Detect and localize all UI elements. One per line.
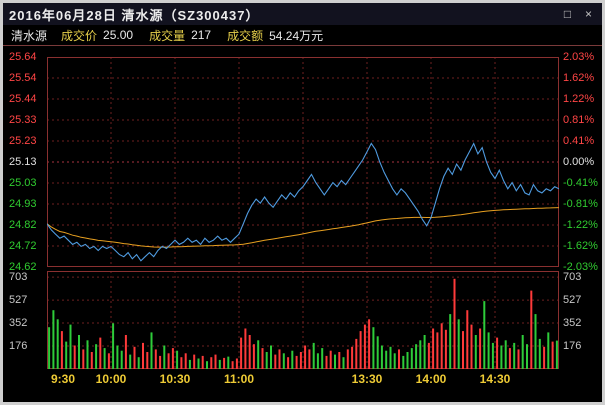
volume-axis-label: 352 [563,317,582,329]
trade-amount-value: 54.24万元 [269,28,324,43]
price-line [47,142,559,262]
volume-axis-label: 527 [563,294,582,307]
price-chart [47,57,559,267]
time-label: 10:00 [95,372,127,386]
price-axis-label: 25.54 [9,72,37,84]
price-axis-label: 25.33 [9,114,37,126]
volume-chart-panel [47,271,559,369]
volume-axis-label: 703 [9,271,28,284]
volume-chart [47,271,559,369]
percent-axis-label: -0.81% [563,198,598,210]
volume-axis-label: 527 [9,294,28,307]
percent-axis-label: -0.41% [563,177,598,189]
percent-axis-label: -2.03% [563,261,598,273]
percent-axis-label: 0.41% [563,135,595,147]
time-label: 13:30 [351,372,383,386]
trade-price-value: 25.00 [103,28,134,42]
time-label: 14:00 [415,372,447,386]
maximize-icon[interactable]: □ [563,6,572,21]
stock-name: 清水源 [11,28,48,43]
trade-volume-value: 217 [191,28,212,42]
percent-axis-label: 0.81% [563,114,595,126]
price-axis-label: 25.64 [9,51,37,63]
volume-axis-label: 703 [563,271,582,284]
trade-volume-label: 成交量 [149,28,186,43]
title-bar: 2016年06月28日 清水源（SZ300437） □ × [3,3,602,25]
volume-axis-label: 176 [9,340,28,352]
window-title: 2016年06月28日 清水源（SZ300437） [9,7,260,23]
percent-axis-label: -1.62% [563,240,598,252]
price-axis-label: 24.72 [9,240,37,252]
percent-axis-label: -1.22% [563,219,598,231]
price-axis-label: 24.82 [9,219,37,231]
volume-bars [48,278,558,369]
price-axis-label: 24.62 [9,261,37,273]
trade-price-label: 成交价 [61,28,98,43]
trade-amount-label: 成交额 [227,28,264,43]
volume-axis-label: 352 [9,317,28,329]
info-bar: 清水源 成交价 25.00 成交量 217 成交额 54.24万元 [3,25,602,46]
volume-axis-label: 176 [563,340,582,352]
time-label: 10:30 [159,372,191,386]
percent-axis-label: 1.62% [563,72,595,84]
time-label: 9:30 [51,372,76,386]
percent-axis-label: 1.22% [563,93,595,105]
time-label: 11:00 [223,372,255,386]
price-chart-panel [47,57,559,267]
time-label: 14:30 [479,372,511,386]
price-axis-label: 25.13 [9,156,37,168]
price-axis-label: 25.03 [9,177,37,189]
percent-axis-label: 0.00% [563,156,595,168]
percent-axis-label: 2.03% [563,51,595,63]
close-icon[interactable]: × [584,6,592,21]
price-axis-label: 25.23 [9,135,37,147]
price-axis-label: 25.44 [9,93,37,105]
price-axis-label: 24.93 [9,198,37,210]
average-price-line [47,207,559,248]
